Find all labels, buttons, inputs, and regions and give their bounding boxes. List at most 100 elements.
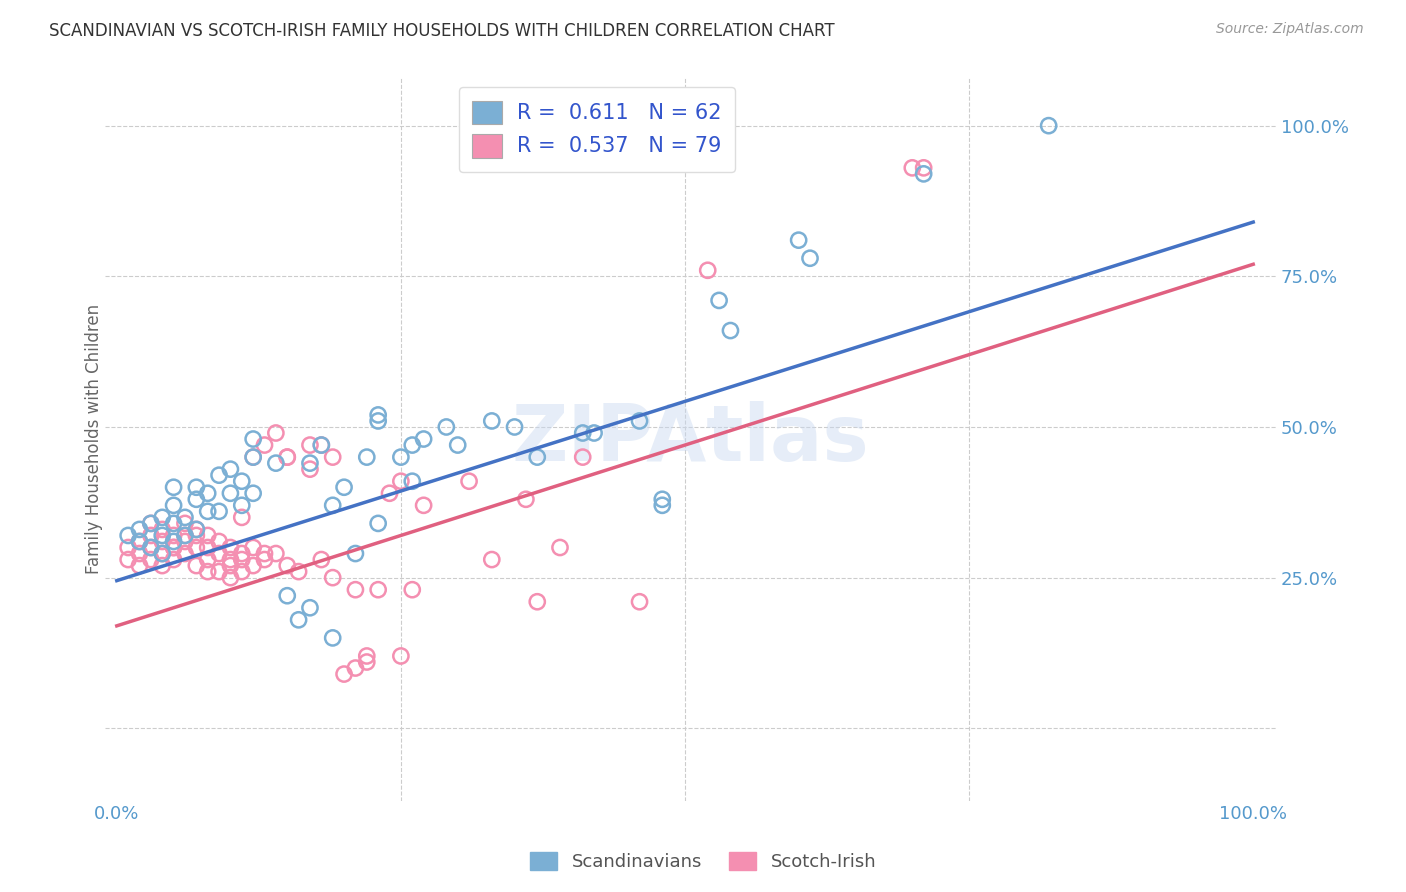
Point <box>298 438 321 452</box>
Point <box>367 414 389 428</box>
Legend: Scandinavians, Scotch-Irish: Scandinavians, Scotch-Irish <box>523 845 883 879</box>
Point <box>242 558 264 573</box>
Point <box>186 480 208 494</box>
Point <box>231 552 253 566</box>
Point <box>401 438 423 452</box>
Point <box>287 613 309 627</box>
Point <box>242 541 264 555</box>
Point <box>322 631 344 645</box>
Point <box>696 263 718 277</box>
Point <box>208 468 231 483</box>
Point <box>150 523 173 537</box>
Point <box>162 516 184 531</box>
Point <box>412 432 434 446</box>
Point <box>787 233 810 247</box>
Point <box>311 438 333 452</box>
Point <box>231 499 253 513</box>
Text: SCANDINAVIAN VS SCOTCH-IRISH FAMILY HOUSEHOLDS WITH CHILDREN CORRELATION CHART: SCANDINAVIAN VS SCOTCH-IRISH FAMILY HOUS… <box>49 22 835 40</box>
Point <box>434 420 457 434</box>
Point <box>515 492 537 507</box>
Point <box>367 516 389 531</box>
Point <box>253 552 276 566</box>
Point <box>197 528 219 542</box>
Point <box>139 552 162 566</box>
Point <box>447 438 470 452</box>
Point <box>174 534 197 549</box>
Point <box>162 541 184 555</box>
Point <box>197 504 219 518</box>
Point <box>219 486 242 500</box>
Point <box>197 565 219 579</box>
Point <box>1038 119 1060 133</box>
Point <box>720 324 742 338</box>
Point <box>912 167 935 181</box>
Point <box>253 547 276 561</box>
Point <box>186 523 208 537</box>
Point <box>276 450 298 464</box>
Point <box>162 552 184 566</box>
Point <box>197 486 219 500</box>
Point <box>389 450 412 464</box>
Point <box>208 504 231 518</box>
Point <box>503 420 526 434</box>
Point <box>298 462 321 476</box>
Point <box>162 480 184 494</box>
Point <box>231 474 253 488</box>
Point <box>117 528 139 542</box>
Point <box>162 499 184 513</box>
Text: ZIPAtlas: ZIPAtlas <box>512 401 869 477</box>
Point <box>333 480 356 494</box>
Point <box>298 456 321 470</box>
Point <box>139 528 162 542</box>
Point <box>242 450 264 464</box>
Point <box>242 432 264 446</box>
Point <box>458 474 481 488</box>
Point <box>231 547 253 561</box>
Y-axis label: Family Households with Children: Family Households with Children <box>86 304 103 574</box>
Point <box>912 161 935 175</box>
Point <box>389 474 412 488</box>
Point <box>628 414 651 428</box>
Point <box>378 486 401 500</box>
Point <box>311 438 333 452</box>
Point <box>219 541 242 555</box>
Point <box>208 565 231 579</box>
Point <box>298 600 321 615</box>
Point <box>367 582 389 597</box>
Point <box>322 571 344 585</box>
Point <box>242 450 264 464</box>
Point <box>401 582 423 597</box>
Point <box>356 648 378 663</box>
Point <box>242 486 264 500</box>
Point <box>344 582 367 597</box>
Point <box>276 558 298 573</box>
Point <box>174 516 197 531</box>
Point <box>186 523 208 537</box>
Point <box>128 534 150 549</box>
Point <box>344 661 367 675</box>
Point <box>367 408 389 422</box>
Point <box>186 528 208 542</box>
Point <box>356 655 378 669</box>
Point <box>333 667 356 681</box>
Point <box>264 425 287 440</box>
Point <box>150 528 173 542</box>
Point <box>707 293 730 308</box>
Point <box>401 474 423 488</box>
Point <box>174 528 197 542</box>
Point <box>150 510 173 524</box>
Point <box>219 571 242 585</box>
Point <box>526 450 548 464</box>
Point <box>548 541 571 555</box>
Point <box>583 425 606 440</box>
Point <box>344 547 367 561</box>
Point <box>162 528 184 542</box>
Point <box>139 541 162 555</box>
Point <box>128 547 150 561</box>
Point <box>311 552 333 566</box>
Point <box>651 492 673 507</box>
Point <box>276 450 298 464</box>
Point <box>150 547 173 561</box>
Point <box>150 534 173 549</box>
Point <box>128 523 150 537</box>
